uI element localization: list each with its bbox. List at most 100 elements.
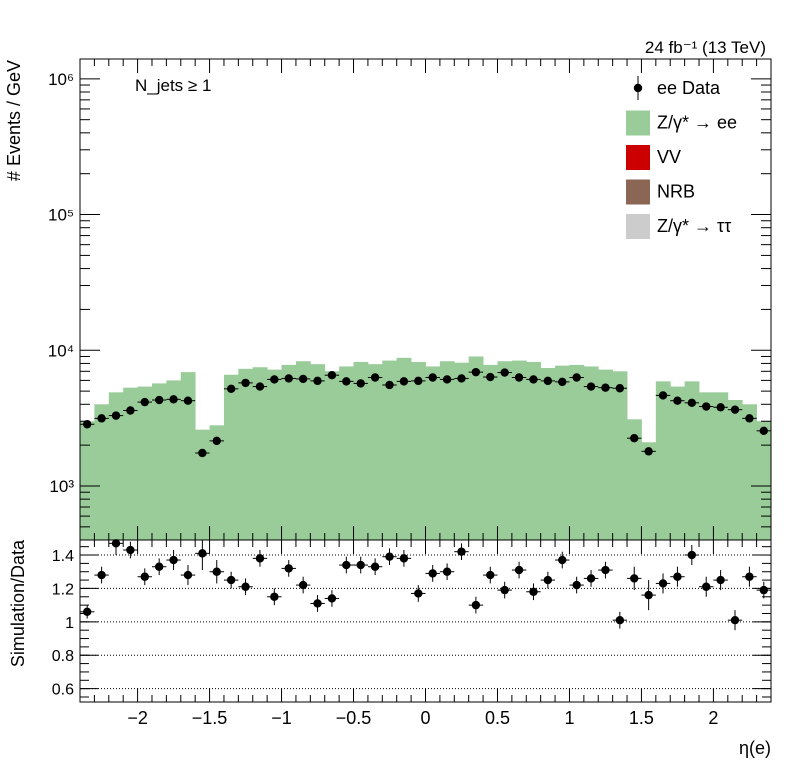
ratio-point — [370, 562, 380, 571]
sim-bar — [569, 364, 585, 540]
ratio-point — [399, 554, 409, 563]
sim-bar — [526, 361, 542, 540]
ratio-y-tick-label: 1.4 — [52, 548, 74, 565]
y-tick-label: 10⁶ — [48, 70, 74, 89]
data-point — [414, 376, 423, 386]
data-point — [270, 375, 279, 384]
data-point — [514, 373, 524, 382]
y-tick-label: 10³ — [49, 477, 74, 496]
sim-bar — [195, 429, 210, 540]
data-point — [298, 374, 308, 384]
ratio-point — [471, 600, 481, 610]
data-point — [687, 398, 697, 408]
sim-bar — [108, 392, 124, 540]
ratio-point — [673, 572, 682, 581]
ratio-point — [428, 569, 437, 578]
ratio-point — [241, 582, 250, 591]
x-tick-label: −1 — [271, 708, 292, 728]
ratio-point — [702, 582, 711, 591]
sim-bar — [670, 386, 686, 540]
sim-bar — [367, 364, 383, 540]
data-point — [140, 397, 149, 407]
legend-label: Z/γ* → ττ — [657, 216, 731, 236]
ratio-point — [759, 585, 768, 595]
sim-bar — [699, 392, 714, 540]
ratio-point — [558, 555, 567, 565]
njets-annotation: N_jets ≥ 1 — [135, 76, 211, 95]
data-point — [702, 402, 711, 411]
y-tick-label: 10⁵ — [48, 206, 74, 225]
ratio-point — [630, 574, 639, 583]
ratio-point — [83, 607, 92, 617]
sim-bar — [742, 404, 758, 540]
data-point — [97, 414, 106, 423]
x-tick-label: 1.5 — [629, 708, 654, 728]
legend: ee Data Z/γ* → ee VV NRB Z/γ* → ττ — [626, 76, 737, 239]
main-axes: 10³ 10⁴ 10⁵ 10⁶ — [48, 59, 772, 541]
ratio-point — [730, 615, 740, 625]
ratio-frame — [79, 539, 772, 703]
sim-bar — [137, 386, 153, 540]
ratio-point — [111, 539, 121, 548]
legend-label: VV — [657, 147, 681, 167]
data-point — [586, 382, 596, 391]
data-point — [716, 403, 725, 412]
sim-bar — [267, 369, 282, 540]
ratio-point — [442, 567, 452, 576]
ratio-point — [586, 574, 596, 583]
ratio-point — [716, 575, 725, 585]
ratio-point — [212, 567, 221, 576]
sim-bar — [295, 361, 311, 540]
ratio-point — [687, 550, 697, 560]
sim-bar — [123, 387, 138, 540]
legend-swatch — [626, 214, 650, 239]
y-tick-label: 10⁴ — [48, 341, 74, 360]
sim-bar — [411, 361, 426, 540]
ratio-point — [97, 570, 106, 580]
ratio-point — [356, 560, 365, 570]
data-point — [313, 376, 322, 386]
legend-swatch — [626, 110, 650, 136]
data-point — [486, 372, 495, 382]
ratio-point — [154, 562, 164, 571]
ratio-point — [615, 615, 625, 625]
data-point — [442, 375, 452, 384]
x-tick-label: 2 — [708, 708, 718, 728]
ratio-point — [270, 592, 279, 601]
data-point — [284, 374, 293, 383]
ratio-point — [342, 560, 351, 570]
sim-bar — [80, 421, 95, 540]
sim-bar — [339, 366, 354, 540]
sim-bar — [238, 368, 254, 540]
data-point — [601, 383, 610, 392]
x-tick-label: 0 — [420, 708, 430, 728]
main-y-axis-label: # Events / GeV — [4, 60, 24, 181]
ratio-point — [284, 564, 293, 573]
ratio-point — [327, 594, 337, 603]
ratio-axes: 0.6 0.8 1 1.2 1.4 −2 −1.5 −1 −0.5 0 0.5 1 1.5 2 — [52, 540, 772, 728]
x-tick-label: 1 — [564, 708, 574, 728]
sim-bar — [684, 381, 700, 540]
sim-bar — [655, 381, 671, 540]
data-point — [457, 374, 466, 383]
ratio-y-tick-label: 1.2 — [52, 581, 74, 598]
sim-bar — [598, 369, 614, 540]
data-point — [212, 436, 221, 446]
x-tick-label: −1.5 — [192, 708, 228, 728]
legend-label: NRB — [657, 182, 695, 202]
sim-bar — [727, 400, 743, 540]
sim-bar — [713, 392, 729, 540]
data-point — [399, 377, 409, 386]
ratio-point — [414, 589, 423, 598]
sim-bar — [497, 361, 513, 540]
ratio-point — [457, 547, 466, 556]
ratio-point — [226, 575, 236, 585]
sim-bar — [627, 419, 642, 540]
ratio-y-tick-label: 0.8 — [52, 648, 74, 665]
sim-bar — [223, 374, 239, 540]
ratio-point — [183, 570, 193, 580]
sim-bar — [382, 360, 398, 540]
sim-bar — [583, 366, 599, 540]
ratio-y-axis-label: Simulation/Data — [8, 539, 28, 667]
ratio-point — [385, 552, 394, 561]
